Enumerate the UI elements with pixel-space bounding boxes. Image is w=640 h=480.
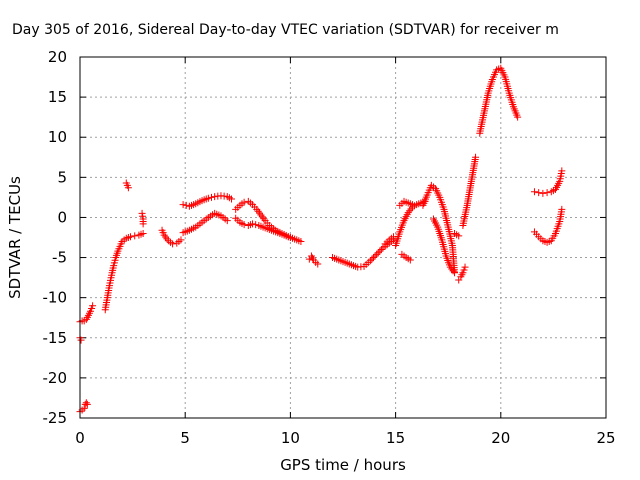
x-tick-label: 10 — [281, 429, 300, 447]
chart-title: Day 305 of 2016, Sidereal Day-to-day VTE… — [12, 22, 559, 38]
y-tick-label: 20 — [48, 48, 67, 66]
data-point — [124, 184, 132, 192]
x-tick-label: 25 — [596, 429, 615, 447]
data-point — [543, 189, 551, 197]
data-point — [169, 240, 177, 248]
data-point — [368, 255, 376, 263]
data-point — [252, 221, 260, 229]
data-point — [406, 256, 414, 264]
data-point — [240, 198, 248, 206]
data-point — [371, 252, 379, 260]
data-point — [366, 257, 374, 265]
data-point — [314, 260, 322, 268]
data-point — [377, 246, 385, 254]
data-point — [139, 229, 147, 237]
y-tick-label: 5 — [57, 168, 67, 186]
y-tick-label: -25 — [43, 409, 68, 427]
data-point — [558, 167, 566, 175]
x-tick-label: 15 — [386, 429, 405, 447]
y-tick-label: -20 — [43, 369, 68, 387]
data-point — [472, 153, 480, 161]
x-axis-label: GPS time / hours — [280, 456, 406, 474]
data-point — [126, 233, 134, 241]
y-tick-label: -5 — [52, 249, 67, 267]
data-points — [76, 64, 566, 416]
data-point — [286, 234, 294, 241]
data-point — [461, 263, 469, 271]
x-tick-label: 5 — [180, 429, 190, 447]
data-point — [408, 201, 416, 209]
data-point — [539, 189, 547, 197]
data-point — [131, 232, 139, 240]
data-point — [535, 189, 543, 197]
y-tick-label: 10 — [48, 128, 67, 146]
data-point — [376, 247, 384, 255]
data-point — [204, 194, 212, 202]
y-tick-label: -10 — [43, 289, 68, 307]
data-point — [374, 249, 382, 257]
plot-frame — [79, 56, 607, 419]
data-point — [139, 220, 147, 228]
data-point — [455, 232, 463, 240]
data-point — [297, 238, 305, 246]
data-point — [370, 254, 378, 262]
x-tick-label: 20 — [491, 429, 510, 447]
data-point — [249, 220, 257, 228]
data-point — [373, 250, 381, 258]
y-tick-label: -15 — [43, 329, 68, 347]
tick-labels: 0 5 10 15 20 25 -25 -20 -15 -10 -5 0 5 10 15 20 — [43, 48, 616, 447]
data-point — [89, 302, 97, 310]
y-axis-label: SDTVAR / TECUs — [6, 176, 24, 299]
data-point — [227, 195, 235, 203]
y-tick-label: 15 — [48, 88, 67, 106]
data-point — [82, 399, 90, 407]
data-point — [530, 188, 538, 196]
data-point — [83, 400, 91, 408]
data-point — [77, 336, 85, 344]
data-point — [80, 404, 88, 412]
data-point — [558, 205, 566, 213]
data-point — [208, 193, 215, 201]
data-point — [514, 113, 522, 121]
data-point — [240, 221, 248, 229]
x-tick-label: 0 — [75, 429, 85, 447]
data-point — [223, 217, 231, 225]
data-point — [179, 201, 187, 209]
data-point — [177, 236, 185, 244]
y-tick-label: 0 — [57, 208, 67, 226]
data-point — [451, 269, 459, 277]
grid-lines — [80, 57, 606, 418]
